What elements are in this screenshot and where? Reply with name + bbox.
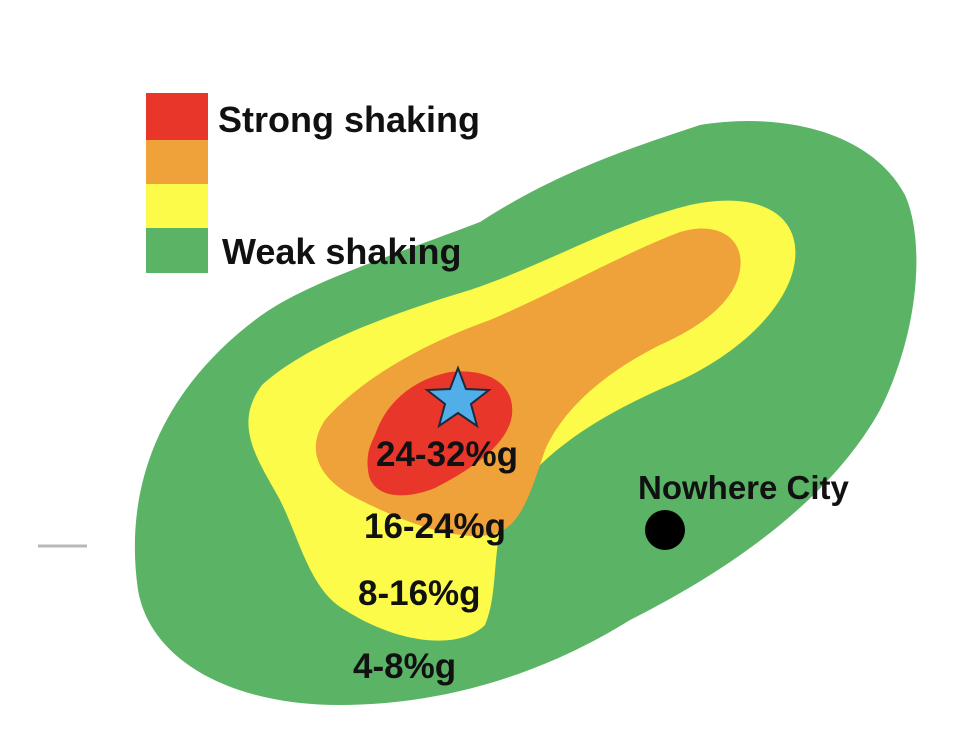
zone-label-yellow: 8-16%g xyxy=(358,574,481,613)
legend-swatch-strong xyxy=(146,93,208,140)
zone-label-orange: 16-24%g xyxy=(364,507,506,546)
zone-label-green: 4-8%g xyxy=(353,647,456,686)
legend-swatch-weak xyxy=(146,228,208,273)
legend-weak-label: Weak shaking xyxy=(222,231,461,272)
zone-label-red: 24-32%g xyxy=(376,435,518,474)
city-label: Nowhere City xyxy=(638,469,850,506)
zone-red xyxy=(367,371,513,496)
legend-strong-label: Strong shaking xyxy=(218,99,480,140)
legend-swatch-moderate-strong xyxy=(146,140,208,184)
star-icon xyxy=(424,365,492,429)
legend-swatch-moderate-weak xyxy=(146,184,208,228)
city-marker xyxy=(645,510,685,550)
